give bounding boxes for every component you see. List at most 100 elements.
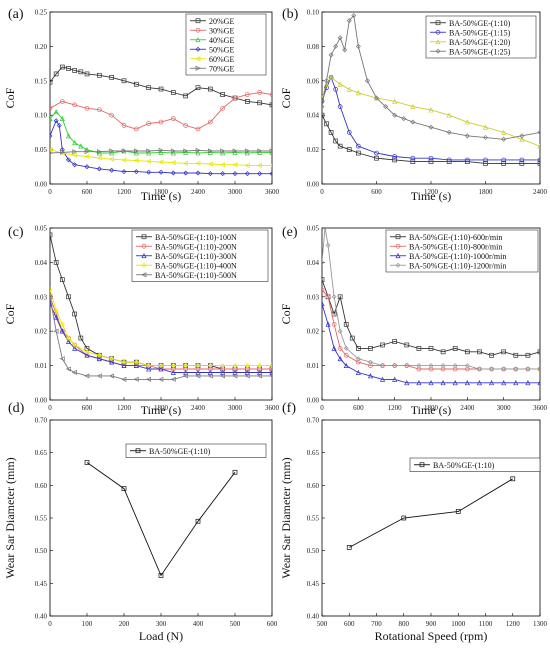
x-tick-label: 3600 [533,404,548,412]
data-point [322,287,325,293]
data-point [195,373,201,379]
legend-entry: BA-50%GE-(1:20) [449,38,511,47]
data-point [392,376,398,382]
data-point [220,363,226,369]
data-point [513,352,519,358]
data-point [158,149,164,155]
data-point [108,156,115,162]
data-point [158,573,164,578]
data-point [346,86,352,92]
data-point [322,99,325,104]
x-tick-label: 2400 [460,404,475,412]
x-tick-label: 0 [320,404,324,412]
data-point [446,129,452,135]
data-point [170,376,176,382]
y-tick-label: 0.04 [35,259,48,267]
data-point [374,95,379,101]
data-point [256,373,263,379]
data-point [410,155,416,161]
x-tick-label: 1800 [154,404,169,412]
data-point [244,373,250,379]
y-tick-label: 0.03 [307,293,320,301]
data-point [269,369,272,375]
data-point [72,149,78,155]
legend-entry: BA-50%GE-(1:10)-600r/min [409,233,502,242]
plot-frame [321,419,541,617]
y-tick-label: 0.50 [307,547,320,555]
data-point [207,171,213,177]
data-point [519,133,525,139]
y-tick-label: 0.55 [307,515,320,523]
data-point [232,373,238,379]
series-group [84,460,238,578]
data-point [50,105,53,111]
legend-box [385,229,539,273]
series-line-c-3 [50,289,272,367]
legend-box [131,229,269,282]
x-tick-label: 2400 [191,188,206,196]
data-point [244,369,250,375]
data-point [325,242,331,248]
x-tick-label: 200 [119,620,130,628]
data-point [510,476,516,482]
data-point [133,81,139,87]
data-point [170,116,176,121]
data-point [121,157,127,163]
data-point [66,157,71,163]
data-point [333,138,338,144]
data-point [392,363,398,369]
data-point [404,380,410,386]
data-point [109,75,115,80]
data-point [525,366,531,372]
data-point [133,169,139,175]
data-point [337,104,343,109]
data-point [72,139,78,146]
data-point [525,352,531,358]
data-point [170,160,176,166]
y-tick-label: 0.05 [35,225,48,233]
y-tick-label: 0.45 [35,580,48,588]
data-point [346,130,352,135]
legend-marker [195,46,201,52]
series-line-b-1 [322,76,540,161]
y-tick-label: 0.04 [307,259,320,267]
y-tick-label: 0.70 [35,417,48,425]
data-point [446,157,452,163]
data-point [346,147,352,152]
data-point [328,52,334,58]
data-point [50,294,53,300]
data-point [53,328,59,334]
data-point [170,369,176,375]
x-tick-label: 400 [193,620,204,628]
data-point [50,133,53,139]
y-axis-label: Wear Sar Diameter (mm) [3,457,17,578]
data-point [78,69,84,75]
data-point [440,366,446,372]
data-point [170,150,176,156]
data-point [337,81,343,87]
data-point [84,71,90,77]
data-point [537,129,540,135]
data-point [331,294,337,300]
legend: BA-50%GE-(1:10)-100NBA-50%GE-(1:10)-200N… [131,229,269,282]
data-point [501,161,507,166]
legend-entry: BA-50%GE-(1:25) [449,47,511,56]
data-point [72,162,78,168]
data-point [72,102,78,108]
data-point [452,346,458,351]
x-tick-label: 2400 [191,404,206,412]
data-point [71,152,78,158]
x-axis-label: Time (s) [411,189,452,203]
series-line-a-3 [50,119,272,175]
data-point [537,157,540,163]
x-axis-label: Time (s) [141,403,182,417]
legend-marker [141,234,147,240]
data-point [232,469,238,475]
data-point [220,92,226,97]
y-tick-label: 0.02 [307,146,320,154]
data-point [145,376,152,382]
y-tick-label: 0.01 [307,362,320,370]
x-tick-label: 1200 [117,404,132,412]
data-point [121,169,127,175]
y-tick-label: 0.50 [35,547,48,555]
